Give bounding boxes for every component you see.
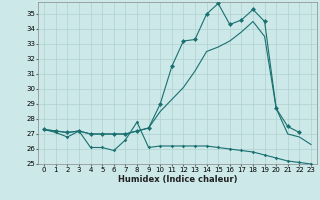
X-axis label: Humidex (Indice chaleur): Humidex (Indice chaleur)	[118, 175, 237, 184]
